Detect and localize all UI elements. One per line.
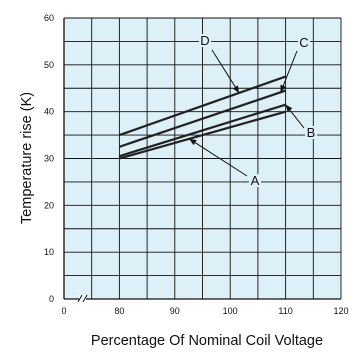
label-background: [249, 174, 261, 187]
grid-lines: [63, 17, 342, 300]
y-tick-label: 0: [49, 294, 54, 304]
series-line-d: [119, 75, 286, 137]
arrowhead: [232, 85, 240, 93]
arrowhead: [189, 138, 197, 146]
y-tick-label: 10: [44, 247, 54, 257]
curve-label-text: C: [299, 35, 308, 50]
curve-label-d: D: [199, 33, 240, 94]
x-tick-label: 100: [223, 306, 238, 316]
curve-label-a: A: [188, 138, 261, 188]
curve-label-text: A: [251, 173, 260, 188]
series-line-c: [119, 89, 286, 148]
curve-label-text: B: [307, 125, 316, 140]
axes: [63, 18, 341, 303]
arrowhead: [280, 84, 286, 93]
y-tick-label: 30: [44, 154, 54, 164]
series-line-b: [119, 103, 286, 158]
label-background: [305, 126, 317, 139]
leader-line: [280, 50, 298, 93]
curve-label-c: C: [280, 35, 310, 93]
x-tick-label: 120: [333, 306, 348, 316]
x-axis-title: Percentage Of Nominal Coil Voltage: [91, 333, 323, 349]
curve-label-b: B: [285, 104, 317, 140]
x-axis-break-mark: [77, 294, 88, 303]
series-lines: [119, 75, 286, 160]
arrowhead: [285, 104, 293, 112]
leader-line: [188, 138, 248, 177]
y-tick-label: 40: [44, 107, 54, 117]
x-tick-label: 80: [114, 306, 124, 316]
y-tick-label: 50: [44, 60, 54, 70]
x-tick-label: 110: [278, 306, 292, 316]
y-tick-label: 20: [44, 200, 54, 210]
y-axis-title: Temperature rise (K): [19, 92, 35, 224]
leader-line: [211, 49, 240, 94]
x-tick-label: 0: [61, 306, 66, 316]
curve-labels: A B C D: [188, 33, 317, 188]
curve-label-text: D: [200, 33, 209, 48]
y-tick-label: 60: [44, 13, 54, 23]
series-line-a: [119, 110, 286, 160]
tick-labels: 0 10 20 30 40 50 60 0 80 90 100 110 120: [44, 13, 349, 316]
x-tick-label: 90: [170, 306, 180, 316]
label-background: [199, 34, 211, 47]
label-background: [298, 36, 310, 49]
